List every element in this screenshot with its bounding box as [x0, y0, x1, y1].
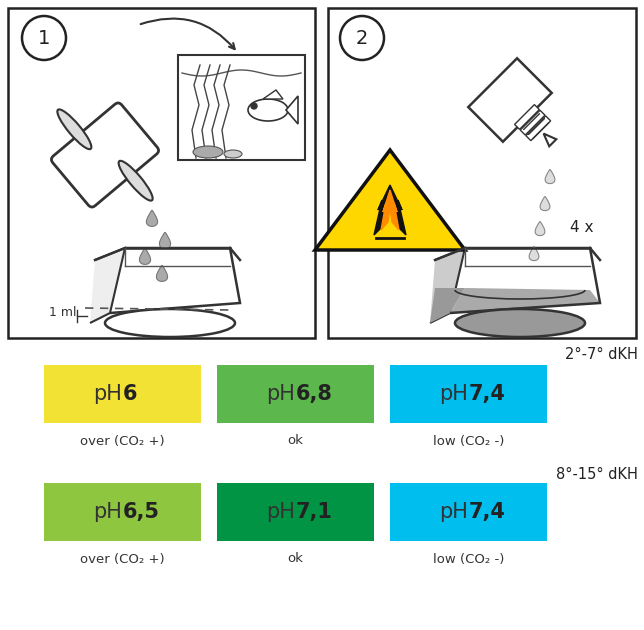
- Bar: [515, 105, 539, 129]
- Polygon shape: [381, 190, 399, 230]
- Text: 2°-7° dKH: 2°-7° dKH: [565, 347, 638, 362]
- FancyArrowPatch shape: [524, 113, 540, 130]
- Text: 8°-15° dKH: 8°-15° dKH: [556, 467, 638, 482]
- FancyBboxPatch shape: [8, 8, 315, 338]
- Polygon shape: [315, 150, 465, 250]
- Polygon shape: [90, 248, 125, 323]
- Text: low (CO₂ -): low (CO₂ -): [433, 435, 504, 447]
- Ellipse shape: [455, 309, 585, 337]
- Polygon shape: [450, 288, 600, 313]
- Text: 6,8: 6,8: [296, 384, 332, 404]
- FancyBboxPatch shape: [52, 103, 158, 207]
- Polygon shape: [430, 248, 465, 323]
- Text: 6,5: 6,5: [122, 502, 160, 522]
- FancyBboxPatch shape: [44, 483, 201, 541]
- Ellipse shape: [193, 146, 223, 158]
- Polygon shape: [535, 222, 545, 236]
- Text: over (CO₂ +): over (CO₂ +): [80, 435, 165, 447]
- Polygon shape: [160, 232, 171, 248]
- Text: 2: 2: [356, 28, 368, 47]
- Text: pH: pH: [440, 502, 468, 522]
- FancyBboxPatch shape: [468, 59, 552, 142]
- Polygon shape: [140, 248, 151, 265]
- Polygon shape: [146, 210, 158, 226]
- Text: low (CO₂ -): low (CO₂ -): [433, 553, 504, 566]
- Polygon shape: [263, 90, 283, 99]
- FancyBboxPatch shape: [44, 365, 201, 423]
- Text: ok: ok: [288, 553, 303, 566]
- Ellipse shape: [248, 99, 288, 121]
- FancyBboxPatch shape: [178, 55, 305, 160]
- Ellipse shape: [57, 110, 91, 149]
- Bar: [520, 110, 545, 135]
- Text: pH: pH: [93, 502, 122, 522]
- Text: 6: 6: [122, 384, 137, 404]
- Polygon shape: [544, 134, 556, 146]
- Circle shape: [251, 103, 257, 109]
- FancyBboxPatch shape: [217, 483, 374, 541]
- Polygon shape: [540, 197, 550, 210]
- Polygon shape: [156, 265, 167, 282]
- Text: ok: ok: [288, 435, 303, 447]
- Polygon shape: [430, 288, 465, 323]
- Bar: [526, 116, 551, 140]
- Text: 1: 1: [38, 28, 50, 47]
- FancyBboxPatch shape: [328, 8, 636, 338]
- Polygon shape: [286, 96, 298, 124]
- FancyBboxPatch shape: [390, 365, 547, 423]
- FancyBboxPatch shape: [217, 365, 374, 423]
- Text: pH: pH: [93, 384, 122, 404]
- Ellipse shape: [224, 150, 242, 158]
- FancyArrowPatch shape: [529, 118, 544, 134]
- Text: pH: pH: [440, 384, 468, 404]
- Ellipse shape: [105, 309, 235, 337]
- FancyArrowPatch shape: [533, 123, 549, 139]
- Text: over (CO₂ +): over (CO₂ +): [80, 553, 165, 566]
- Text: pH: pH: [267, 502, 296, 522]
- Text: pH: pH: [267, 384, 296, 404]
- Circle shape: [22, 16, 66, 60]
- Ellipse shape: [118, 161, 153, 200]
- Text: 7,1: 7,1: [296, 502, 332, 522]
- Text: 1 ml: 1 ml: [50, 307, 77, 319]
- Circle shape: [340, 16, 384, 60]
- FancyBboxPatch shape: [390, 483, 547, 541]
- Text: 7,4: 7,4: [468, 502, 506, 522]
- Text: 4 x: 4 x: [570, 220, 594, 236]
- Polygon shape: [545, 169, 555, 183]
- Polygon shape: [529, 246, 539, 261]
- Text: 7,4: 7,4: [468, 384, 506, 404]
- Polygon shape: [374, 185, 406, 235]
